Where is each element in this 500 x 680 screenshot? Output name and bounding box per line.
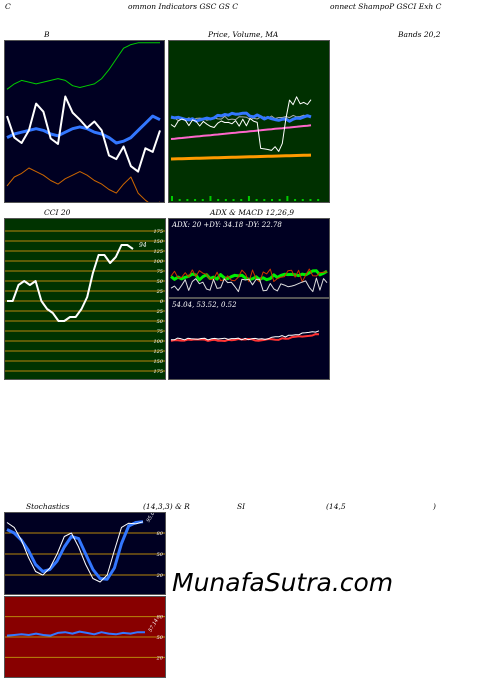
stoch-k-line [6,521,144,583]
volume-bar [247,196,250,201]
price-ma-chart [170,96,320,201]
volume-bar [263,199,266,201]
stoch-tick-label: 20 [156,573,164,579]
price-volume-ma-panel [168,40,330,203]
cci-tick-label: 25 [156,289,163,295]
cci-title: CCI 20 [44,208,71,217]
volume-bar [271,199,273,201]
cci-tick-label: 50 [157,279,164,285]
volume-bar [186,199,189,201]
stoch-d-line [6,520,144,581]
stoch-tick-label: 80 [157,531,164,537]
cci-value-label: 94 [139,242,147,249]
adx-minus-di-line [170,268,328,283]
cci-tick-label: 75 [157,329,163,335]
volume-bar [224,199,227,201]
stoch-title-e: ) [433,502,436,511]
bollinger-bands-chart [6,42,161,202]
volume-bar [171,196,173,201]
header-title-a: ommon Indicators GSC GS C [128,2,238,11]
macd-chart [170,330,320,342]
volume-bar [317,199,320,201]
bollinger-bands-panel [4,40,165,203]
bb-price-line [6,95,161,173]
rsi-value-label: 57.14 [148,618,160,633]
stochastics-panel: 80 50 20 95.65 [4,512,166,595]
rsi-line [6,630,145,637]
adx-readout: ADX: 20 +DY: 34.18 -DY: 22.78 [172,221,282,229]
macd-panel: 54.04, 53.52, 0.52 [168,298,330,380]
volume-bar [194,199,197,201]
bb-title: B [44,30,50,39]
volume-bar [255,199,258,201]
stoch-title-d: (14,5 [326,502,346,511]
volume-bar [286,196,289,201]
ma-title: Price, Volume, MA [208,30,279,39]
cci-tick-label: 100 [153,339,163,345]
bb-upper-band [6,42,160,90]
bb-middle-band [6,114,161,145]
header-title-b: onnect ShampoP GSCI Exh C [330,2,442,11]
volume-bar [278,199,281,201]
adx-chart [170,268,328,293]
stoch-title-c: SI [237,502,246,511]
ma-pink-line [170,124,312,140]
ma-blue-line [170,111,312,123]
stoch-tick-label: 50 [157,552,164,558]
bb-lower-band [6,167,160,202]
cci-line [7,244,134,322]
volume-bar [309,199,312,201]
volume-bar [178,199,181,201]
cci-tick-label: 125 [153,349,163,355]
stoch-value-label: 95.65 [146,513,158,524]
rsi-tick-label: 20 [156,655,164,661]
rsi-chart: 80 50 20 57.14 [5,615,165,661]
cci-tick-label: 75 [157,269,163,275]
adx-panel: ADX: 20 +DY: 34.18 -DY: 22.78 [168,218,330,298]
cci-tick-label: 100 [153,259,163,265]
stoch-title-a: Stochastics [26,502,70,511]
volume-bar [301,199,304,201]
volume-bar [240,199,243,201]
cci-tick-label: 50 [157,319,164,325]
macd-readout: 54.04, 53.52, 0.52 [172,301,237,309]
header-left: C [5,2,11,11]
macd-line [171,330,320,341]
cci-tick-label: 175 [153,369,163,375]
volume-bar [217,199,220,201]
bb-title-2: Bands 20,2 [398,30,441,39]
stochastics-chart: 80 50 20 95.65 [5,513,165,583]
adx-title: ADX & MACD 12,26,9 [210,208,295,217]
rsi-tick-label: 80 [157,615,164,621]
stoch-title-b: (14,3,3) & R [143,502,190,511]
adx-line [170,277,328,293]
watermark: MunafaSutra.com [172,568,394,597]
volume-bar [232,199,235,201]
cci-tick-label: 150 [153,239,163,245]
volume-bar [294,199,297,201]
cci-tick-label: 25 [156,309,163,315]
cci-tick-label: 0 [160,299,164,305]
rsi-tick-label: 50 [157,635,164,641]
ma-orange-line [170,153,312,161]
rsi-panel: 80 50 20 57.14 [4,596,166,678]
volume-bar [209,196,212,201]
cci-tick-label: 150 [153,359,163,365]
cci-chart: 175 150 125 100 75 50 25 0 25 50 75 100 125 150 175 94 [5,229,165,375]
price-line [170,96,312,152]
volume-bar [201,199,204,201]
cci-tick-label: 175 [153,229,163,235]
cci-panel: 175 150 125 100 75 50 25 0 25 50 75 100 125 150 175 94 [4,218,166,380]
cci-tick-label: 125 [153,249,163,255]
